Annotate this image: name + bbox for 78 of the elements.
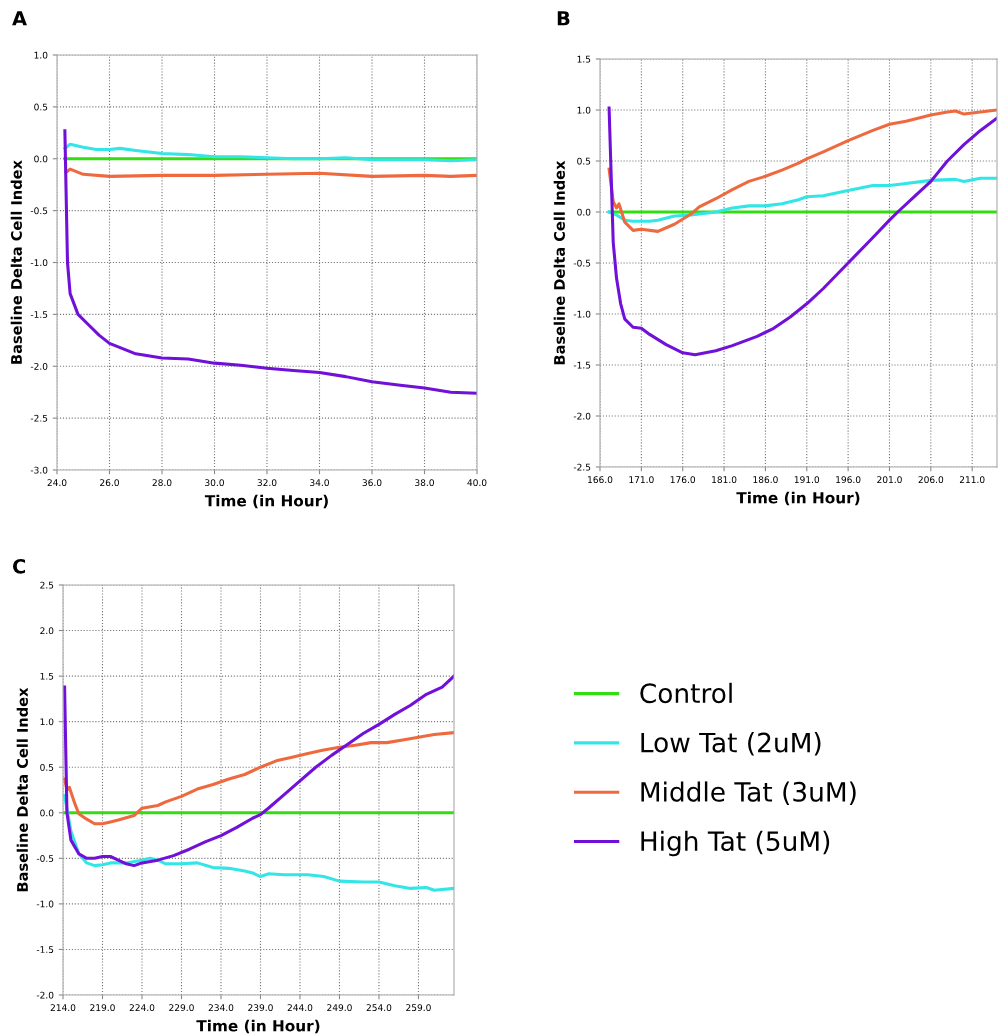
x-tick-label: 191.0: [794, 476, 820, 484]
y-tick-label: -1.0: [36, 900, 54, 908]
y-tick-label: 0.5: [577, 157, 591, 165]
y-tick-label: 1.0: [577, 106, 591, 114]
x-tick-label: 166.0: [588, 476, 613, 484]
y-tick-label: 0.0: [577, 208, 591, 216]
y-tick-label: -2.0: [573, 412, 591, 420]
x-tick-label: 24.0: [47, 479, 67, 487]
x-tick-label: 26.0: [100, 479, 119, 487]
line-series: [63, 129, 477, 395]
x-tick-label: 30.0: [205, 479, 224, 487]
x-tick-label: 176.0: [670, 476, 696, 484]
chart-title: A: [12, 11, 27, 26]
x-tick-label: 239.0: [248, 1004, 273, 1012]
x-tick-label: 249.0: [327, 1004, 352, 1012]
x-tick-label: 196.0: [836, 476, 861, 484]
y-tick-label: -0.5: [36, 855, 54, 862]
legend-label: High Tat (5uM): [641, 830, 830, 857]
y-tick-label: -1.0: [573, 310, 591, 318]
y-axis-title: Baseline Delta Cell Index: [553, 160, 565, 365]
x-axis-title: Time (in Hour): [736, 491, 860, 506]
x-tick-label: 32.0: [257, 479, 277, 487]
line-series: [63, 142, 477, 163]
x-tick-label: 254.0: [366, 1004, 392, 1012]
x-tick-label: 214.0: [50, 1004, 76, 1012]
x-tick-label: 229.0: [169, 1004, 194, 1012]
y-tick-label: 0.5: [40, 763, 54, 771]
y-tick-label: -0.5: [573, 259, 591, 267]
y-tick-label: 0.0: [40, 809, 54, 817]
y-tick-label: -0.5: [30, 207, 48, 215]
y-tick-label: 1.0: [34, 51, 48, 59]
line-series: [607, 176, 997, 223]
y-tick-label: -2.0: [30, 362, 48, 370]
y-tick-label: 1.5: [577, 55, 591, 63]
chart-title: B: [557, 11, 570, 26]
y-tick-label: -1.0: [30, 259, 48, 267]
x-tick-label: 259.0: [406, 1004, 431, 1012]
y-tick-label: -3.0: [30, 466, 48, 474]
x-tick-label: 38.0: [415, 479, 434, 487]
y-tick-label: 2.5: [40, 581, 54, 589]
line-series: [63, 674, 454, 868]
y-tick-label: -1.5: [573, 361, 591, 369]
x-axis-title: Time (in Hour): [204, 494, 328, 509]
x-tick-label: 211.0: [959, 476, 985, 484]
x-tick-label: 171.0: [629, 476, 654, 484]
x-axis-title: Time (in Hour): [196, 1019, 320, 1034]
y-tick-label: -2.0: [36, 991, 54, 999]
legend-label: Control: [640, 682, 732, 704]
x-tick-label: 234.0: [208, 1004, 234, 1012]
line-series: [64, 167, 477, 178]
legend-label: Middle Tat (3uM): [641, 781, 856, 805]
y-tick-label: 0.5: [34, 103, 48, 111]
x-tick-label: 34.0: [310, 479, 329, 487]
line-series: [607, 108, 997, 233]
y-tick-label: -2.5: [573, 463, 591, 471]
x-tick-label: 201.0: [877, 476, 902, 484]
x-tick-label: 244.0: [287, 1004, 313, 1012]
y-tick-label: -1.5: [30, 311, 48, 318]
x-tick-label: 36.0: [362, 479, 382, 487]
y-axis-title: Baseline Delta Cell Index: [16, 687, 28, 892]
x-tick-label: 28.0: [152, 479, 172, 487]
y-tick-label: 2.0: [40, 627, 54, 635]
x-tick-label: 181.0: [712, 476, 737, 484]
legend-label: Low Tat (2uM): [641, 732, 821, 756]
y-axis-title: Baseline Delta Cell Index: [10, 160, 22, 364]
x-tick-label: 40.0: [467, 479, 487, 487]
x-tick-label: 224.0: [129, 1004, 155, 1012]
line-series: [607, 106, 997, 357]
y-tick-label: 1.5: [40, 672, 54, 680]
y-tick-label: 0.0: [34, 155, 48, 163]
x-tick-label: 219.0: [90, 1004, 115, 1012]
y-tick-label: 1.0: [40, 718, 54, 726]
line-series: [63, 731, 454, 826]
chart-title: C: [12, 558, 26, 574]
y-tick-label: -2.5: [30, 414, 48, 422]
x-tick-label: 206.0: [918, 476, 944, 484]
y-tick-label: -1.5: [36, 946, 54, 953]
x-tick-label: 186.0: [753, 476, 778, 484]
